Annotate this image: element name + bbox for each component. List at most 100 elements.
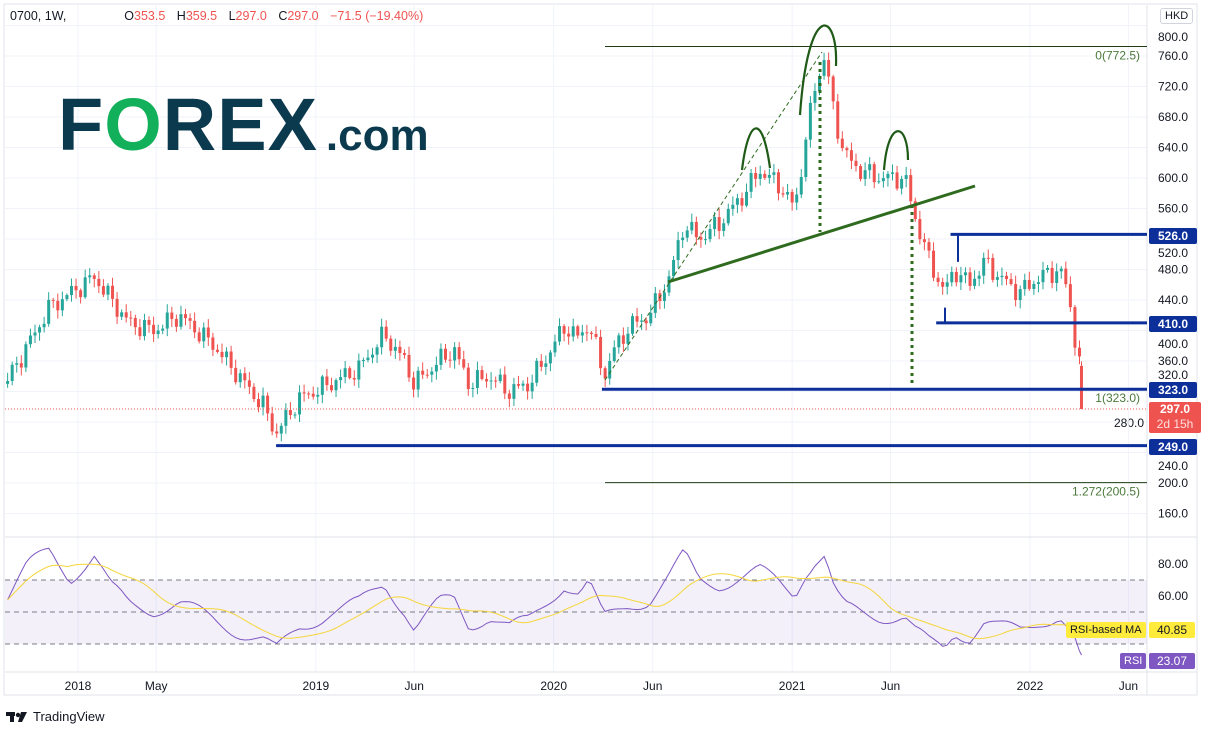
- price-tick-label: 520.0: [1158, 246, 1188, 260]
- candle-body: [412, 377, 416, 390]
- candle-body: [612, 347, 616, 361]
- candle-body: [786, 191, 790, 195]
- candle-body: [88, 275, 92, 278]
- time-tick-label: 2022: [1017, 679, 1044, 693]
- candle-body: [653, 293, 657, 313]
- candle-body: [932, 250, 936, 278]
- candle-body: [65, 295, 69, 300]
- candle-body: [621, 335, 625, 344]
- candle-body: [47, 299, 51, 324]
- candle-body: [512, 384, 516, 399]
- candle-body: [97, 278, 101, 287]
- price-tick-label: 200.0: [1158, 476, 1188, 490]
- time-tick-label: 2019: [302, 679, 329, 693]
- tradingview-logo-icon: [6, 711, 27, 722]
- candle-body: [453, 347, 457, 361]
- candle-body: [954, 271, 958, 283]
- candle-body: [900, 178, 904, 189]
- rsi-value: 23.07: [1149, 653, 1195, 669]
- candle-body: [211, 337, 215, 350]
- candle-body: [471, 387, 475, 390]
- candle-body: [480, 370, 484, 379]
- candle-body: [594, 333, 598, 337]
- candle-body: [92, 275, 96, 279]
- candle-body: [393, 346, 397, 351]
- candle-body: [516, 384, 520, 386]
- candle-body: [772, 172, 776, 175]
- legend-header: 0700, 1W, O353.5 H359.5 L297.0 C297.0 −7…: [10, 9, 431, 23]
- candle-body: [28, 335, 32, 345]
- candle-body: [781, 193, 785, 195]
- candle-body: [713, 217, 717, 230]
- current-price: 297.0: [1159, 402, 1191, 416]
- candle-body: [845, 148, 849, 151]
- change-value: −71.5 (−19.40%): [330, 9, 424, 23]
- candle-body: [535, 360, 539, 383]
- bar-countdown: 2d 15h: [1156, 417, 1194, 431]
- candle-body: [15, 363, 19, 365]
- candle-body: [644, 320, 648, 324]
- candle-body: [558, 326, 562, 342]
- candle-body: [357, 360, 361, 380]
- ohlc-values: O353.5 H359.5 L297.0 C297.0 −71.5 (−19.4…: [124, 9, 431, 23]
- candle-body: [1023, 279, 1027, 290]
- candle-body: [576, 326, 580, 336]
- candle-body: [822, 60, 826, 76]
- forex-logo: FOREX .com: [58, 83, 429, 166]
- candle-body: [462, 359, 466, 368]
- candle-body: [1046, 267, 1050, 270]
- candle-body: [694, 221, 698, 238]
- candle-body: [544, 363, 548, 367]
- candle-body: [188, 318, 192, 321]
- candle-body: [936, 277, 940, 283]
- candle-body: [676, 240, 680, 260]
- neckline-trendline: [667, 184, 976, 284]
- currency-button[interactable]: HKD: [1160, 8, 1194, 24]
- candle-body: [1027, 279, 1031, 289]
- candle-body: [567, 333, 571, 337]
- candle-body: [448, 359, 452, 361]
- candle-body: [1073, 307, 1077, 348]
- candle-body: [293, 414, 297, 416]
- time-tick-label: May: [145, 679, 168, 693]
- candle-body: [859, 166, 863, 179]
- candle-body: [193, 320, 197, 333]
- candle-body: [6, 380, 10, 384]
- candle-body: [38, 327, 42, 333]
- candle-body: [831, 76, 835, 102]
- candle-body: [799, 176, 803, 195]
- candle-body: [1077, 347, 1081, 357]
- candle-body: [776, 172, 780, 194]
- candle-body: [124, 312, 128, 318]
- candle-body: [1005, 275, 1009, 280]
- level-tag-249: 249.0: [1149, 439, 1197, 455]
- candle-body: [913, 201, 917, 220]
- tradingview-branding[interactable]: TradingView: [6, 709, 105, 724]
- candle-body: [571, 326, 575, 337]
- candle-body: [795, 194, 799, 203]
- candle-body: [904, 175, 908, 179]
- candle-body: [24, 344, 28, 368]
- price-tick-label: 440.0: [1158, 293, 1188, 307]
- symbol-interval[interactable]: 0700, 1W,: [10, 9, 67, 23]
- rsi-line: [7, 547, 1082, 656]
- candle-body: [813, 90, 817, 103]
- candle-body: [849, 150, 853, 161]
- candle-body: [339, 377, 343, 381]
- level-tag-410: 410.0: [1149, 316, 1197, 332]
- candle-body: [352, 378, 356, 380]
- candle-body: [995, 277, 999, 280]
- current-price-tag: 297.0 2d 15h: [1149, 402, 1201, 433]
- candle-body: [111, 285, 115, 299]
- candle-body: [503, 374, 507, 394]
- candle-body: [129, 317, 133, 319]
- candle-body: [763, 173, 767, 178]
- candle-body: [156, 330, 160, 335]
- candle-body: [457, 347, 461, 360]
- candle-body: [749, 173, 753, 192]
- candle-body: [225, 351, 229, 358]
- candle-body: [69, 285, 73, 296]
- fib-trend-line: [604, 51, 823, 381]
- candle-body: [74, 285, 78, 291]
